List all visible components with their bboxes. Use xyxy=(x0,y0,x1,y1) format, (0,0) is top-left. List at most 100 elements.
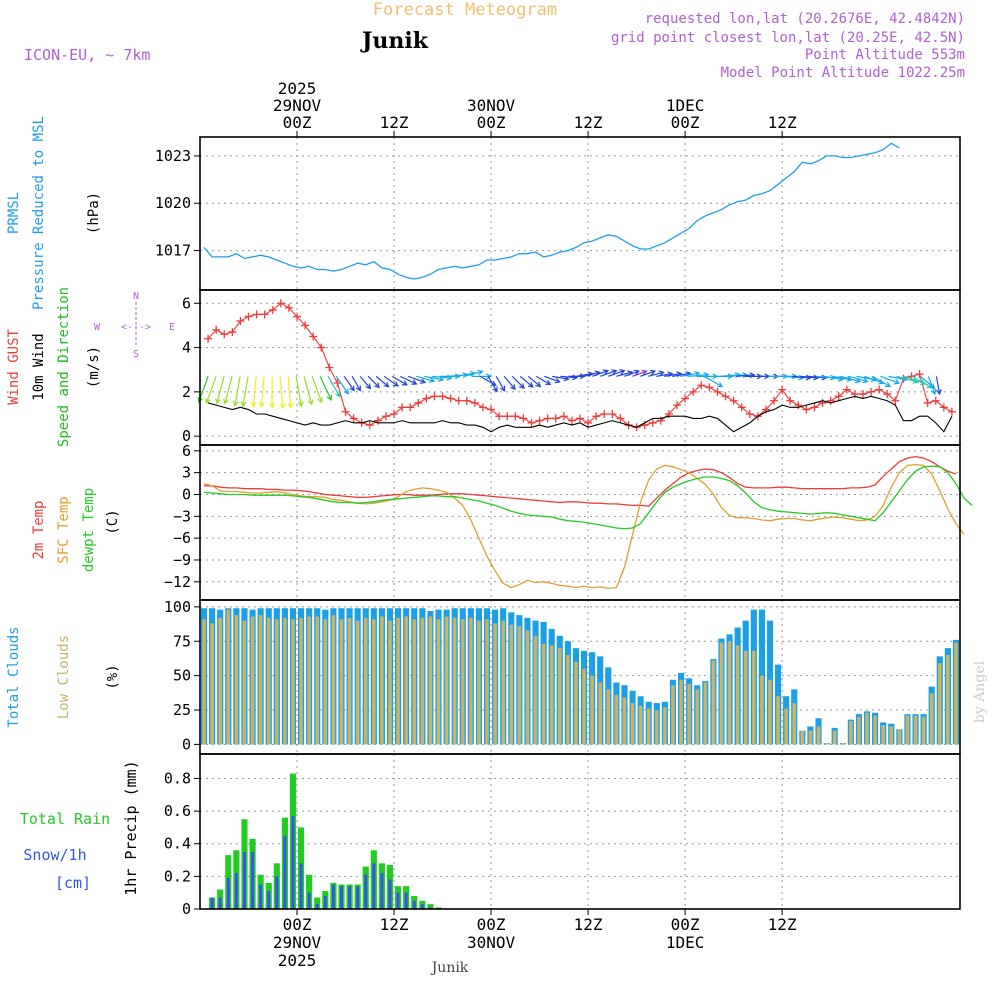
snow-bar xyxy=(251,851,255,909)
pressure-panel: 1017 1020 1023 PRMSL Pressure Reduced to MSL… xyxy=(6,116,961,310)
y-tick-label: 1023 xyxy=(155,147,191,165)
gust-marker xyxy=(220,330,229,339)
wind-direction-arrow xyxy=(258,376,265,408)
gust-marker xyxy=(608,410,617,418)
low-cloud-bar xyxy=(800,730,805,745)
snow-bar xyxy=(428,907,432,909)
low-cloud-bar xyxy=(719,642,724,745)
gust-marker xyxy=(745,410,754,418)
low-cloud-bar xyxy=(824,743,829,745)
low-cloud-bar xyxy=(525,630,530,745)
gust-marker xyxy=(325,363,334,372)
snow-bar xyxy=(388,879,392,909)
low-cloud-bar xyxy=(380,616,384,745)
snow-bar xyxy=(380,873,384,909)
y-axis-label: [cm] xyxy=(55,874,91,892)
low-cloud-bar xyxy=(517,626,522,745)
top-axis-label: 12Z xyxy=(574,113,603,132)
wind-direction-arrow xyxy=(327,376,341,398)
gust-marker xyxy=(592,412,601,421)
panel-frame xyxy=(199,136,961,291)
y-axis-label: SFC Temp xyxy=(56,496,72,563)
gust-marker xyxy=(301,321,310,330)
low-cloud-bar xyxy=(905,715,910,745)
low-cloud-bar xyxy=(339,619,344,745)
wind-direction-arrow xyxy=(487,376,498,393)
wind-direction-arrow xyxy=(648,370,665,377)
low-cloud-bar xyxy=(711,660,716,745)
wind-direction-arrow xyxy=(872,375,892,388)
top-axis-label: 30NOV xyxy=(467,96,516,115)
low-cloud-bar xyxy=(954,642,958,745)
y-tick-label: −6 xyxy=(173,529,191,547)
snow-bar xyxy=(372,863,376,909)
low-cloud-bar xyxy=(307,616,311,745)
top-axis-label: 12Z xyxy=(380,113,409,132)
y-axis-label: 1hr Precip (mm) xyxy=(122,760,140,895)
wind-direction-arrow xyxy=(600,369,618,377)
y-axis-label: Snow/1h xyxy=(23,846,86,864)
precip-panel: 0 0.2 0.4 0.6 0.8 Total Rain Snow/1h [cm] 1hr Pr… xyxy=(20,753,961,918)
wind-direction-arrow xyxy=(223,376,233,405)
gust-marker xyxy=(236,317,245,325)
gust-marker xyxy=(341,407,350,416)
2m-temp-line xyxy=(204,455,957,507)
gust-marker xyxy=(317,343,326,352)
wind-direction-arrow xyxy=(576,371,594,378)
low-cloud-bar xyxy=(727,641,732,745)
low-cloud-bar xyxy=(881,725,885,745)
snow-bar xyxy=(226,878,230,909)
gust-marker xyxy=(705,383,714,392)
y-axis-label: (C) xyxy=(105,509,121,534)
low-cloud-bar xyxy=(574,661,578,745)
y-tick-label: 100 xyxy=(164,598,191,616)
low-cloud-bar xyxy=(646,708,651,745)
snow-bar xyxy=(210,897,214,909)
low-cloud-bar xyxy=(857,716,861,745)
low-cloud-bar xyxy=(291,619,295,745)
wind10-line xyxy=(207,395,953,433)
bottom-axis-label: 00Z xyxy=(283,915,312,934)
wind-direction-arrow xyxy=(215,376,225,405)
gust-marker xyxy=(511,412,520,421)
gust-marker xyxy=(527,418,536,427)
gust-marker xyxy=(559,412,568,421)
low-cloud-bar xyxy=(501,620,505,745)
low-cloud-bar xyxy=(469,617,473,745)
low-cloud-bar xyxy=(598,682,602,745)
gust-marker xyxy=(446,394,455,403)
gust-marker xyxy=(406,403,415,412)
y-tick-label: 1017 xyxy=(155,242,191,260)
gust-marker xyxy=(438,392,447,401)
bottom-axis-label: 1DEC xyxy=(666,933,705,952)
panel-frame xyxy=(199,599,961,755)
low-cloud-bar xyxy=(412,619,417,745)
wind-direction-arrow xyxy=(640,369,657,377)
wind-direction-arrow xyxy=(335,376,350,395)
gust-marker xyxy=(883,390,892,399)
y-tick-label: 3 xyxy=(182,464,191,482)
gust-marker xyxy=(891,396,900,405)
gust-marker xyxy=(268,305,277,314)
snow-bar xyxy=(307,892,311,909)
wind-direction-arrow xyxy=(544,375,561,384)
gust-marker xyxy=(228,328,237,337)
low-cloud-bar xyxy=(889,726,894,745)
low-cloud-bar xyxy=(242,620,247,745)
wind-direction-arrow xyxy=(527,375,542,388)
model-label: ICON-EU, ~ 7km xyxy=(24,46,150,64)
top-axis-label: 12Z xyxy=(768,113,797,132)
bottom-axis-label: 00Z xyxy=(671,915,700,934)
gust-marker xyxy=(697,381,706,390)
y-tick-label: 4 xyxy=(182,339,191,357)
gust-marker xyxy=(503,412,512,421)
requested-coords: requested lon,lat (20.2676E, 42.4842N) xyxy=(645,11,965,27)
snow-bar xyxy=(267,891,271,909)
low-cloud-bar xyxy=(671,685,675,745)
wind-direction-arrow xyxy=(935,376,942,396)
low-cloud-bar xyxy=(840,743,845,745)
gust-marker xyxy=(584,418,593,427)
low-cloud-bar xyxy=(428,616,433,745)
low-cloud-bar xyxy=(582,668,586,745)
y-axis-label: (hPa) xyxy=(86,192,102,234)
